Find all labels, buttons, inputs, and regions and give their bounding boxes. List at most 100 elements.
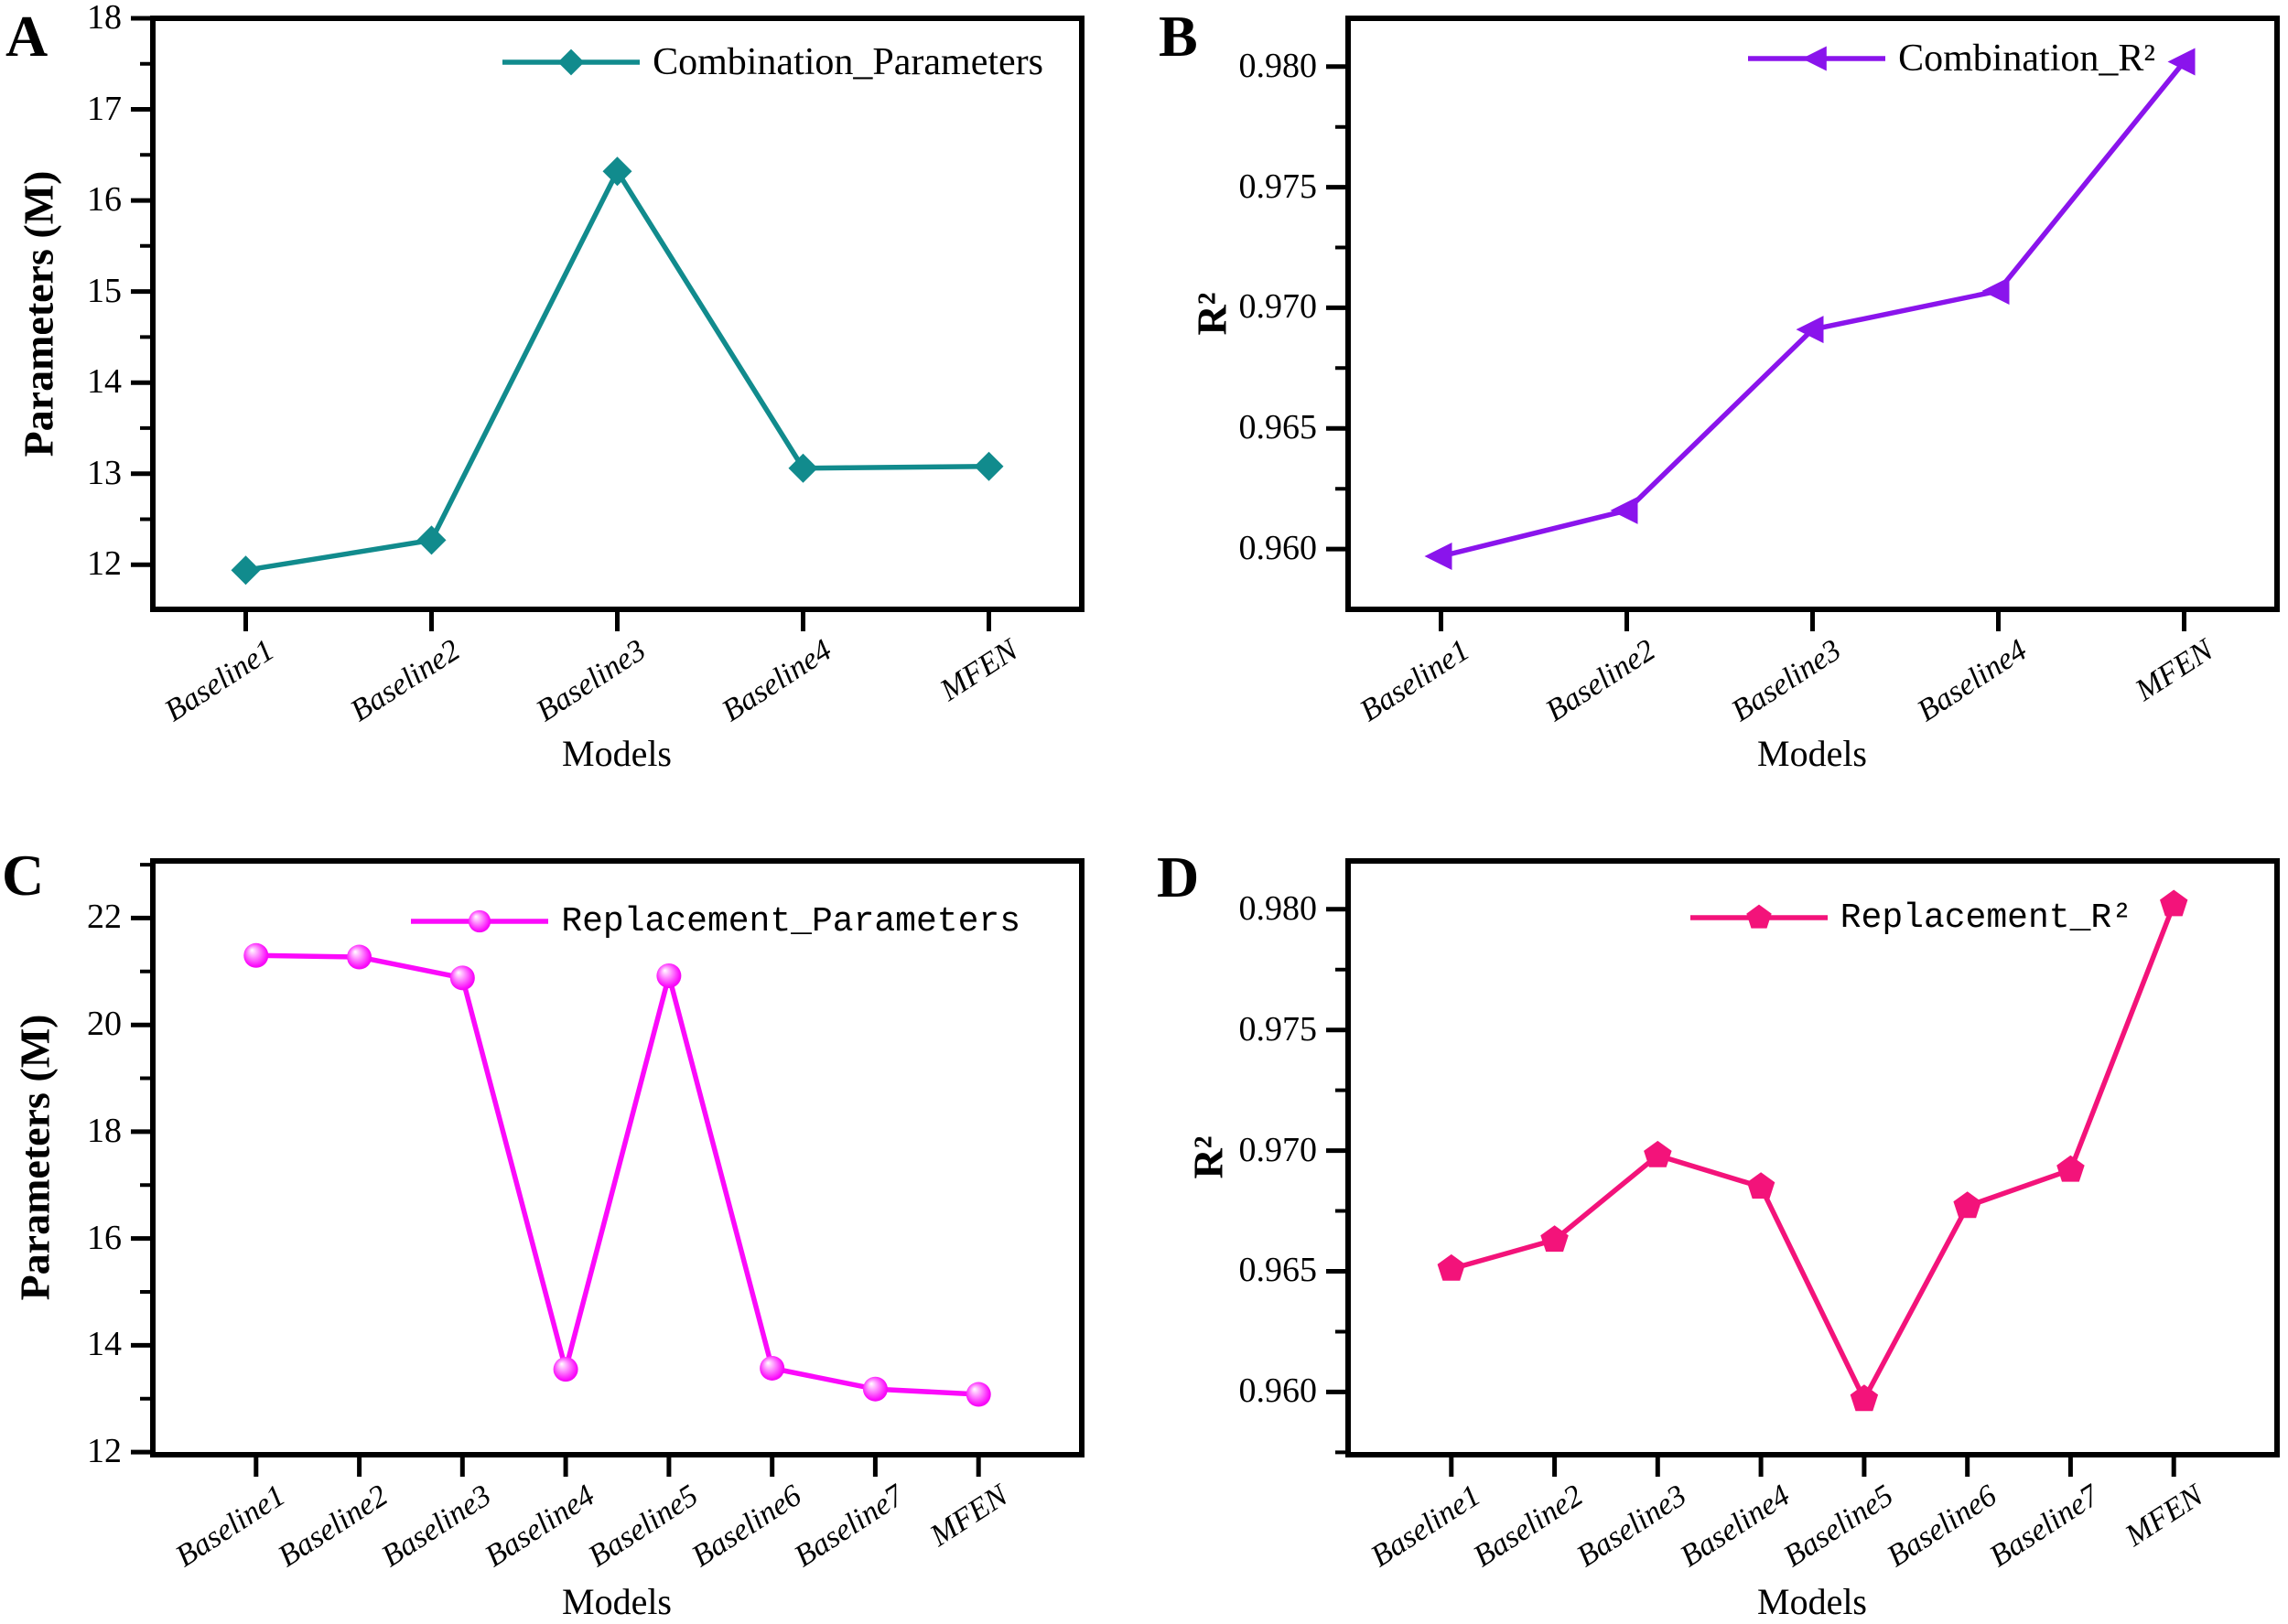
data-point-marker	[1801, 46, 1827, 71]
panel-letter-b: B	[1159, 4, 1198, 69]
data-point-marker	[557, 48, 585, 76]
plot-frame	[1345, 16, 2280, 612]
x-axis-title: Models	[562, 733, 672, 774]
plot-area	[1326, 16, 2280, 631]
data-point-marker	[974, 451, 1004, 481]
panel-b: B R² Combination_R² Models 0.960 0.965 0.9…	[1144, 0, 2288, 812]
data-point-marker	[1953, 1191, 1981, 1219]
y-axis-minor-ticks	[140, 863, 153, 1401]
x-axis-title: Models	[562, 1581, 672, 1622]
data-point-marker	[602, 156, 632, 187]
y-tick-label: 0.965	[1238, 408, 1318, 447]
data-point-marker	[243, 942, 269, 968]
panel-letter-c: C	[2, 843, 45, 908]
plot-frame	[150, 16, 1085, 612]
y-tick-label: 18	[87, 1111, 122, 1150]
y-tick-label: 22	[87, 898, 122, 937]
data-line	[254, 952, 981, 1397]
legend-marker-line	[502, 48, 641, 76]
data-point-marker	[1746, 1172, 1775, 1199]
y-tick-label: 12	[87, 544, 122, 584]
data-point-marker	[1644, 1140, 1672, 1167]
y-axis-minor-ticks	[1335, 124, 1348, 491]
y-tick-label: 0.960	[1238, 529, 1318, 568]
y-tick-label: 0.960	[1238, 1371, 1318, 1411]
data-line	[1449, 901, 2176, 1403]
data-point-marker	[469, 909, 491, 933]
legend: Combination_R²	[1748, 37, 2155, 81]
legend-label: Replacement_Parameters	[561, 901, 1020, 941]
data-point-marker	[1850, 1384, 1879, 1412]
data-point-marker	[2160, 889, 2188, 917]
data-point-marker	[1437, 1253, 1465, 1281]
data-point-marker	[449, 965, 475, 991]
data-point-marker	[862, 1376, 888, 1402]
y-axis-major-ticks	[131, 16, 153, 567]
data-point-marker	[231, 555, 261, 586]
y-tick-label: 0.970	[1238, 287, 1318, 327]
x-axis-ticks	[243, 609, 991, 631]
data-point-marker	[347, 944, 372, 970]
plot-frame	[1345, 858, 2280, 1457]
legend: Replacement_Parameters	[411, 901, 1020, 941]
y-tick-label: 14	[87, 362, 122, 402]
x-axis-title: Models	[1757, 1581, 1867, 1622]
panel-d: D R² Replacement_R² Models 0.960 0.965 0.9…	[1144, 812, 2288, 1624]
plot-area	[1326, 858, 2280, 1477]
y-tick-label: 18	[87, 0, 122, 37]
legend-marker-line	[1689, 904, 1828, 929]
plot-area	[131, 16, 1085, 631]
y-tick-label: 17	[87, 89, 122, 128]
data-point-marker	[656, 963, 682, 988]
data-line	[1438, 59, 2187, 559]
y-tick-label: 16	[87, 180, 122, 220]
panel-letter-d: D	[1157, 844, 1200, 909]
y-tick-label: 0.980	[1238, 46, 1318, 85]
data-point-marker	[2056, 1155, 2085, 1182]
panel-a: A Parameters (M) Combination_Parameters …	[0, 0, 1144, 812]
data-line	[243, 168, 992, 573]
data-point-marker	[966, 1382, 991, 1407]
data-point-marker	[553, 1357, 578, 1382]
legend-label: Replacement_R²	[1840, 898, 2132, 938]
data-point-marker	[416, 525, 447, 555]
legend-marker-line	[411, 909, 549, 933]
legend: Replacement_R²	[1689, 898, 2132, 938]
legend: Combination_Parameters	[502, 40, 1043, 84]
data-point-marker	[2167, 48, 2196, 76]
y-tick-label: 15	[87, 271, 122, 310]
y-tick-label: 16	[87, 1218, 122, 1257]
y-tick-label: 0.980	[1238, 888, 1318, 928]
data-point-marker	[1746, 904, 1772, 929]
y-axis-major-ticks	[1326, 64, 1348, 552]
legend-label: Combination_R²	[1898, 38, 2155, 80]
y-tick-label: 0.975	[1238, 1009, 1318, 1049]
data-point-marker	[1610, 496, 1638, 524]
plot-frame	[150, 858, 1085, 1457]
plot-area	[131, 858, 1085, 1477]
y-tick-label: 13	[87, 453, 122, 492]
y-tick-label: 14	[87, 1325, 122, 1364]
y-tick-label: 0.965	[1238, 1251, 1318, 1290]
panel-c: C Parameters (M) Replacement_Parameters …	[0, 812, 1144, 1624]
y-axis-major-ticks	[1326, 907, 1348, 1394]
panel-letter-a: A	[5, 4, 49, 69]
legend-marker-line	[1748, 46, 1886, 71]
y-tick-label: 12	[87, 1432, 122, 1471]
data-point-marker	[788, 453, 818, 483]
y-axis-minor-ticks	[1335, 967, 1348, 1455]
x-axis-title: Models	[1757, 733, 1867, 774]
x-axis-ticks	[1449, 1455, 2176, 1477]
y-tick-label: 20	[87, 1005, 122, 1044]
y-axis-major-ticks	[131, 915, 153, 1455]
data-point-marker	[1981, 276, 2010, 305]
data-point-marker	[1424, 542, 1452, 570]
data-point-marker	[760, 1355, 785, 1381]
data-point-marker	[1540, 1225, 1569, 1253]
legend-label: Combination_Parameters	[653, 41, 1043, 83]
data-point-marker	[1796, 316, 1824, 344]
y-tick-label: 0.970	[1238, 1130, 1318, 1169]
y-axis-minor-ticks	[140, 61, 153, 522]
x-axis-ticks	[254, 1455, 981, 1477]
x-axis-ticks	[1439, 609, 2186, 631]
